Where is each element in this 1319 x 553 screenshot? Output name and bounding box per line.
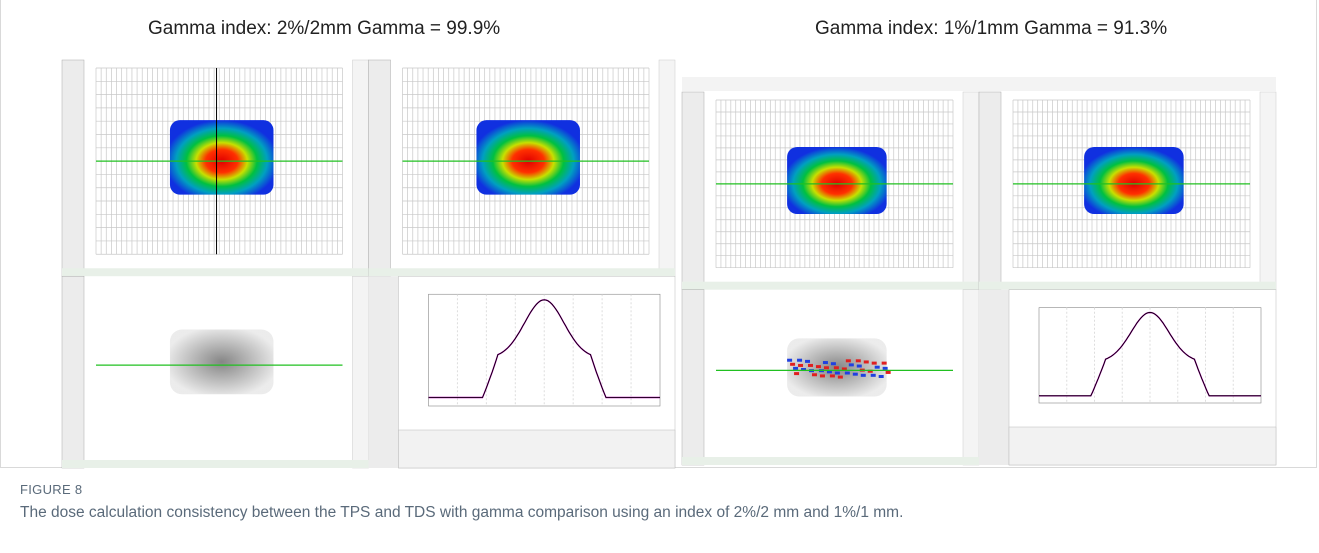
status-bar [682,457,979,465]
gamma-fail [853,373,858,376]
legend-strip [963,290,979,465]
legend-strip [1260,92,1276,290]
figure-label: FIGURE 8 [20,482,82,497]
figure-caption: The dose calculation consistency between… [20,504,903,522]
status-bar [682,282,979,290]
status-bar [369,268,676,276]
gamma-fail [797,359,802,362]
status-bar [979,282,1276,290]
sidebar [369,276,399,468]
legend-strip [659,60,675,276]
status-bar [62,268,369,276]
gamma-fail [879,375,884,378]
gamma-fail [793,367,798,370]
stats-table [399,430,676,468]
sidebar [369,60,391,276]
gamma-fail [838,376,843,379]
gamma-fail [798,364,803,367]
gamma-fail [831,362,836,365]
gamma-fail [812,373,817,376]
gamma-fail [834,366,839,369]
gamma-fail [790,363,795,366]
gamma-fail [824,366,829,369]
dose-map [476,120,580,194]
gamma-fail [882,362,887,365]
gamma-fail [830,374,835,377]
sidebar [682,290,704,465]
screenshots [0,0,1319,470]
legend-strip [963,92,979,290]
gamma-fail [872,362,877,365]
dose-map [1084,147,1184,214]
sidebar [979,290,1009,465]
legend-strip [353,60,369,276]
dose-map [170,120,274,194]
page: Gamma index: 2%/2mm Gamma = 99.9% Gamma … [0,0,1319,553]
sidebar [62,276,84,468]
stats-table [1009,427,1276,465]
gamma-fail [835,372,840,375]
gamma-fail [846,359,851,362]
gamma-fail [823,361,828,364]
gamma-fail [864,360,869,363]
dose-map [787,147,887,214]
legend-strip [353,276,369,468]
gamma-fail [856,359,861,362]
sidebar [62,60,84,276]
gamma-fail [816,365,821,368]
window-bar [682,77,1276,91]
sidebar [682,92,704,290]
sidebar [979,92,1001,290]
gamma-fail [794,372,799,375]
gamma-fail [861,374,866,377]
gamma-fail [886,371,891,374]
gamma-map [170,330,274,395]
status-bar [62,460,369,468]
gamma-fail [875,366,880,369]
gamma-fail [849,363,854,366]
gamma-fail [805,360,810,363]
gamma-fail [845,372,850,375]
gamma-fail [808,364,813,367]
gamma-fail [871,374,876,377]
gamma-fail [883,367,888,370]
gamma-fail [857,365,862,368]
gamma-fail [820,374,825,377]
gamma-fail [787,359,792,362]
